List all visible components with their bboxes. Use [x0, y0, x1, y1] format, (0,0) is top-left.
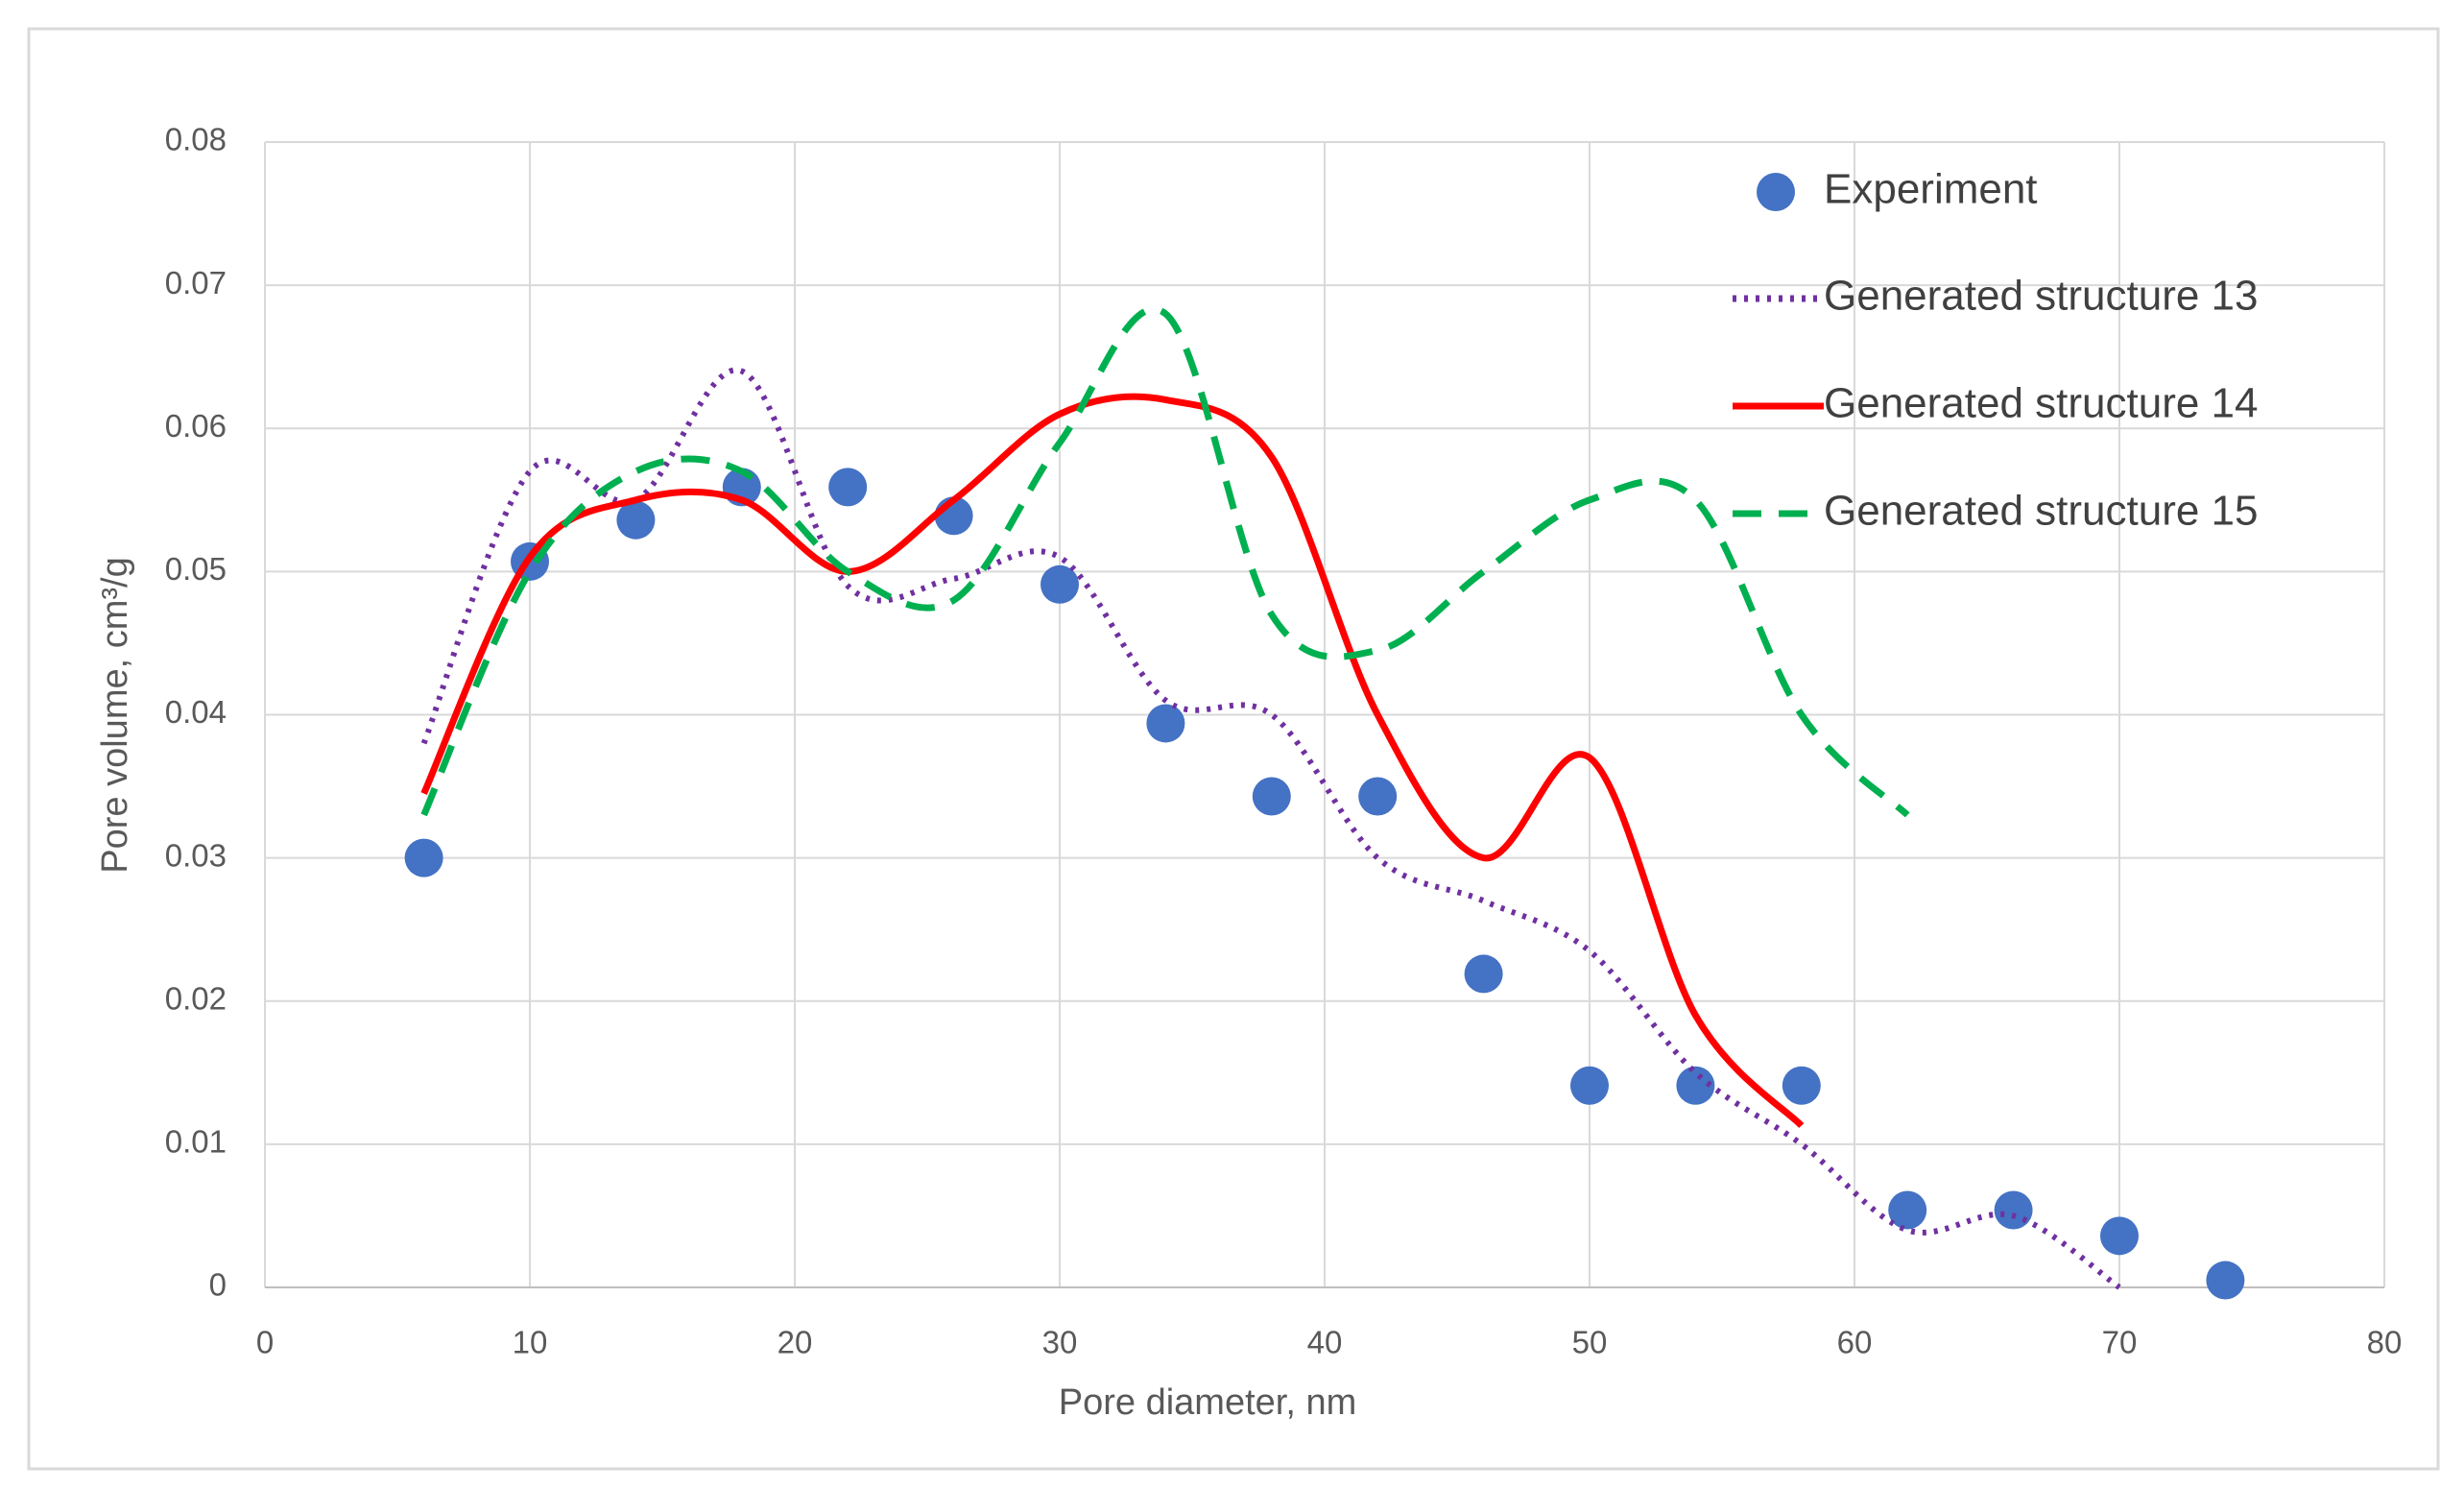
y-tick-label: 0.02 [165, 980, 227, 1016]
data-point [1782, 1066, 1821, 1105]
series-line [420, 305, 1910, 818]
y-tick-label: 0.03 [165, 837, 227, 873]
data-point [1570, 1066, 1609, 1105]
x-tick-label: 40 [1307, 1325, 1343, 1360]
x-tick-label: 50 [1572, 1325, 1608, 1360]
data-point [1358, 777, 1398, 816]
y-tick-label: 0.01 [165, 1124, 227, 1160]
y-tick-label: 0.08 [165, 122, 227, 157]
data-point [1464, 954, 1503, 994]
legend-label: Generated structure 15 [1824, 488, 2258, 535]
x-tick-label: 70 [2102, 1325, 2138, 1360]
data-point [404, 838, 443, 877]
y-tick-label: 0 [209, 1267, 227, 1303]
legend-marker [1757, 173, 1795, 211]
y-axis-label: Pore volume, cm³/g [95, 557, 135, 873]
series-line [420, 367, 2121, 1290]
x-axis-label: Pore diameter, nm [1059, 1382, 1356, 1423]
data-point [2100, 1216, 2139, 1256]
legend-label: Generated structure 14 [1824, 380, 2258, 427]
data-point [1994, 1190, 2033, 1230]
data-point [1888, 1190, 1927, 1230]
x-tick-label: 20 [777, 1325, 813, 1360]
x-tick-label: 60 [1837, 1325, 1873, 1360]
x-tick-label: 0 [256, 1325, 274, 1360]
data-point [1041, 564, 1079, 604]
series-line [420, 393, 1805, 1128]
data-point [828, 468, 868, 507]
data-point [1676, 1066, 1715, 1105]
data-point [2206, 1261, 2245, 1300]
x-tick-label: 30 [1042, 1325, 1078, 1360]
data-point [1252, 777, 1291, 816]
y-tick-label: 0.06 [165, 408, 227, 444]
y-tick-label: 0.05 [165, 551, 227, 587]
x-tick-label: 10 [513, 1325, 548, 1360]
legend-label: Generated structure 13 [1824, 273, 2258, 320]
y-tick-label: 0.04 [165, 694, 227, 730]
legend-label: Experiment [1824, 166, 2038, 213]
data-point [1146, 704, 1185, 743]
x-tick-label: 80 [2367, 1325, 2403, 1360]
data-point [616, 500, 656, 540]
chart-border [27, 27, 2440, 1471]
y-tick-label: 0.07 [165, 265, 227, 300]
